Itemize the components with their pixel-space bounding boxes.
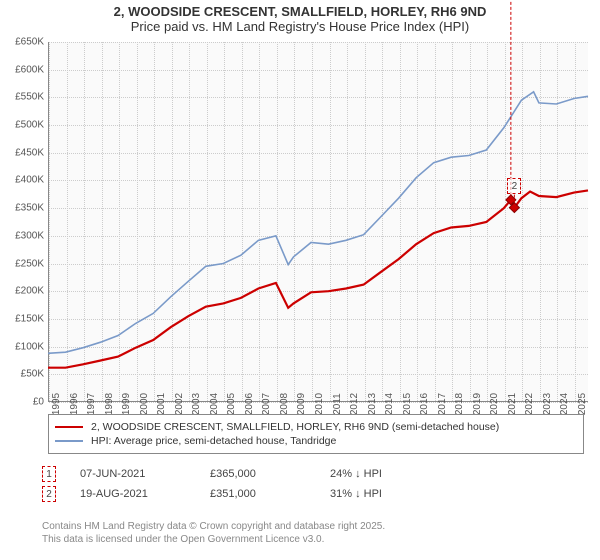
x-axis-label: 2014 (384, 393, 395, 415)
series-hpi (48, 92, 588, 354)
legend-label-hpi: HPI: Average price, semi-detached house,… (91, 435, 336, 447)
title-line1: 2, WOODSIDE CRESCENT, SMALLFIELD, HORLEY… (0, 4, 600, 19)
x-axis-label: 2018 (454, 393, 465, 415)
y-axis-label: £0 (0, 397, 44, 408)
x-axis-label: 2023 (542, 393, 553, 415)
y-axis-label: £650K (0, 37, 44, 48)
footer-line2: This data is licensed under the Open Gov… (42, 533, 385, 546)
x-axis-label: 2016 (419, 393, 430, 415)
x-axis-label: 2008 (279, 393, 290, 415)
transaction-id-box: 2 (42, 486, 56, 502)
x-axis-label: 2020 (489, 393, 500, 415)
transaction-delta: 24% ↓ HPI (330, 468, 470, 480)
transaction-price: £365,000 (210, 468, 330, 480)
y-axis-label: £500K (0, 120, 44, 131)
footer-line1: Contains HM Land Registry data © Crown c… (42, 520, 385, 533)
legend-box: 2, WOODSIDE CRESCENT, SMALLFIELD, HORLEY… (48, 414, 584, 454)
x-axis-label: 2025 (577, 393, 588, 415)
title-block: 2, WOODSIDE CRESCENT, SMALLFIELD, HORLEY… (0, 0, 600, 36)
x-axis-label: 2004 (209, 393, 220, 415)
legend-label-property: 2, WOODSIDE CRESCENT, SMALLFIELD, HORLEY… (91, 421, 499, 433)
x-axis-label: 2015 (402, 393, 413, 415)
y-axis-label: £250K (0, 258, 44, 269)
y-axis-label: £600K (0, 64, 44, 75)
transaction-row-2: 2 19-AUG-2021 £351,000 31% ↓ HPI (42, 486, 470, 502)
y-axis-label: £450K (0, 147, 44, 158)
series-property (48, 190, 588, 367)
y-axis-label: £550K (0, 92, 44, 103)
x-axis-label: 2012 (349, 393, 360, 415)
x-axis-label: 2011 (332, 393, 343, 415)
x-axis-label: 2019 (472, 393, 483, 415)
transaction-table: 1 07-JUN-2021 £365,000 24% ↓ HPI 2 19-AU… (42, 462, 470, 506)
legend-row-property: 2, WOODSIDE CRESCENT, SMALLFIELD, HORLEY… (55, 421, 577, 433)
y-axis-label: £100K (0, 341, 44, 352)
x-axis-label: 2000 (139, 393, 150, 415)
legend-swatch-hpi (55, 440, 83, 442)
x-axis-label: 2002 (174, 393, 185, 415)
legend-row-hpi: HPI: Average price, semi-detached house,… (55, 435, 577, 447)
transaction-date: 07-JUN-2021 (80, 468, 210, 480)
x-axis-label: 2009 (296, 393, 307, 415)
callout-box: 2 (507, 178, 521, 194)
transaction-row-1: 1 07-JUN-2021 £365,000 24% ↓ HPI (42, 466, 470, 482)
x-axis-label: 2022 (524, 393, 535, 415)
x-axis-label: 1999 (121, 393, 132, 415)
y-axis-label: £400K (0, 175, 44, 186)
chart-container: 2, WOODSIDE CRESCENT, SMALLFIELD, HORLEY… (0, 0, 600, 560)
x-axis-label: 2021 (507, 393, 518, 415)
x-axis-label: 2010 (314, 393, 325, 415)
x-axis-label: 2003 (191, 393, 202, 415)
y-axis-label: £50K (0, 369, 44, 380)
chart-svg (48, 42, 588, 402)
transaction-delta: 31% ↓ HPI (330, 488, 470, 500)
x-axis-label: 2006 (244, 393, 255, 415)
title-line2: Price paid vs. HM Land Registry's House … (0, 19, 600, 34)
attribution-footer: Contains HM Land Registry data © Crown c… (42, 520, 385, 546)
transaction-id-box: 1 (42, 466, 56, 482)
chart-area: £0£50K£100K£150K£200K£250K£300K£350K£400… (48, 42, 588, 402)
y-axis-label: £300K (0, 230, 44, 241)
x-axis-label: 2007 (261, 393, 272, 415)
x-axis-label: 2013 (367, 393, 378, 415)
x-axis-label: 2005 (226, 393, 237, 415)
x-axis-label: 1995 (51, 393, 62, 415)
y-axis-label: £150K (0, 313, 44, 324)
y-axis-label: £200K (0, 286, 44, 297)
x-axis-label: 1996 (69, 393, 80, 415)
x-axis-label: 1998 (104, 393, 115, 415)
y-axis-label: £350K (0, 203, 44, 214)
x-axis-label: 2001 (156, 393, 167, 415)
transaction-price: £351,000 (210, 488, 330, 500)
x-axis-label: 2024 (559, 393, 570, 415)
legend-swatch-property (55, 426, 83, 428)
x-axis-label: 1997 (86, 393, 97, 415)
x-axis-label: 2017 (437, 393, 448, 415)
transaction-date: 19-AUG-2021 (80, 488, 210, 500)
